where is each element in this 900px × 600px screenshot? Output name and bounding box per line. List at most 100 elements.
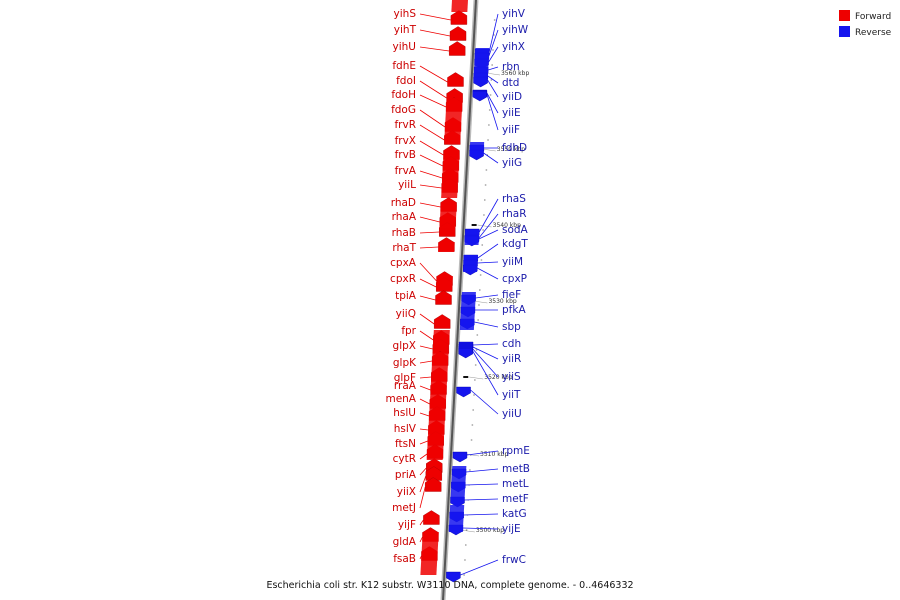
gene-label-forward: yihT <box>394 24 417 36</box>
gene-label-reverse: rhaS <box>502 193 526 205</box>
gene-cluster-reverse <box>464 230 480 245</box>
gene-label-forward: rhaT <box>392 242 416 254</box>
leader-line-forward <box>419 536 423 543</box>
kbp-tick-leader <box>481 148 496 152</box>
leader-line-forward <box>419 154 444 167</box>
leader-line-forward <box>419 475 427 493</box>
gene-label-forward: glpK <box>393 357 417 369</box>
leader-line-reverse <box>487 79 499 98</box>
gene-label-reverse: yiiD <box>502 91 522 103</box>
gene-label-forward: fpr <box>401 325 416 337</box>
legend-label-forward: Forward <box>855 12 891 22</box>
gene-feature-reverse <box>452 451 468 463</box>
leader-line-forward <box>419 486 426 509</box>
gene-label-forward: fsaB <box>393 553 416 565</box>
kbp-tick-leader <box>473 300 488 304</box>
leader-line-reverse <box>488 66 499 71</box>
gene-label-reverse: yiiG <box>502 157 522 169</box>
leader-line-forward <box>419 385 431 391</box>
gene-label-forward: frvR <box>394 119 416 131</box>
leader-line-reverse <box>486 92 499 114</box>
kbp-tick-leader <box>477 224 492 228</box>
kbp-tick-label: 3530 kbp <box>488 298 516 305</box>
leader-line-reverse <box>470 389 499 415</box>
gene-cluster-reverse <box>459 292 476 330</box>
leader-line-forward <box>419 453 428 460</box>
kbp-tick-leader <box>485 72 501 76</box>
gene-label-reverse: sodA <box>502 224 529 236</box>
gene-feature-forward <box>447 72 464 87</box>
gene-label-forward: rhaD <box>391 197 416 209</box>
gene-label-reverse: yiiE <box>502 107 521 119</box>
gene-label-reverse: dtd <box>502 77 519 89</box>
leader-line-forward <box>419 330 434 341</box>
gene-cluster-forward <box>444 98 463 140</box>
leader-line-reverse <box>472 348 499 378</box>
leader-line-reverse <box>462 527 499 530</box>
gene-feature-forward <box>425 466 443 481</box>
leader-line-forward <box>419 184 442 189</box>
leader-line-forward <box>419 412 430 417</box>
gene-label-forward: tpiA <box>395 290 417 302</box>
leader-line-reverse <box>466 468 499 473</box>
gene-label-reverse: rbn <box>502 61 520 73</box>
gene-label-forward: metJ <box>392 502 416 514</box>
gene-cluster-forward <box>441 155 460 198</box>
gene-label-reverse: yiiT <box>502 389 521 401</box>
leader-line-forward <box>419 65 448 83</box>
gene-label-forward: fdoI <box>396 75 416 87</box>
leader-line-forward <box>419 360 433 364</box>
leader-line-reverse <box>460 559 499 576</box>
gene-label-reverse: cpxP <box>502 273 527 285</box>
leader-line-forward <box>419 80 447 99</box>
gene-cluster-reverse <box>473 48 490 82</box>
kbp-tick-label: 3560 kbp <box>501 70 529 77</box>
kbp-tick-label: 3540 kbp <box>493 222 521 229</box>
gene-label-forward: cpxA <box>390 257 417 269</box>
gene-label-forward: cytR <box>393 453 416 465</box>
leader-line-forward <box>419 109 446 128</box>
gene-label-reverse: cdh <box>502 338 521 350</box>
map-caption: Escherichia coli str. K12 substr. W3110 … <box>266 580 633 591</box>
leader-line-forward <box>419 216 440 223</box>
gene-cluster-forward <box>436 276 453 290</box>
gene-label-forward: hslV <box>394 423 417 435</box>
gene-cluster-reverse <box>469 142 485 156</box>
gene-label-reverse: yiiM <box>502 256 523 268</box>
gene-label-forward: yiiX <box>397 486 416 498</box>
gene-cluster-reverse <box>448 505 465 532</box>
gene-feature-reverse <box>456 386 471 398</box>
gene-label-reverse: pfkA <box>502 304 526 316</box>
legend-swatch-reverse <box>839 26 850 37</box>
gene-label-forward: gldA <box>393 536 417 548</box>
leader-line-forward <box>419 295 436 301</box>
gene-cluster-forward <box>433 330 450 345</box>
gene-label-reverse: metL <box>502 478 529 490</box>
leader-line-reverse <box>488 29 499 57</box>
gene-label-forward: cpxR <box>390 273 416 285</box>
leader-line-forward <box>419 313 435 325</box>
gene-label-reverse: rhaR <box>502 208 527 220</box>
axis-line <box>442 0 477 600</box>
leader-line-forward <box>419 202 441 208</box>
gene-label-reverse: yijE <box>502 523 521 535</box>
leader-line-forward <box>419 140 444 156</box>
gene-label-reverse: metF <box>502 493 529 505</box>
gene-label-forward: glpX <box>393 340 416 352</box>
gene-feature-forward <box>449 26 467 41</box>
gene-label-reverse: rpmE <box>502 445 530 457</box>
gene-cluster-reverse <box>450 466 467 500</box>
leader-line-forward <box>419 519 424 526</box>
genome-axis: 3560 kbp 3550 kbp 3540 kbp 3530 kbp 3520 kbp… <box>440 0 529 600</box>
gene-feature-forward <box>423 510 440 525</box>
leader-line-forward <box>419 467 427 476</box>
gene-label-forward: rraA <box>394 380 417 392</box>
gene-cluster-forward <box>439 205 457 228</box>
leader-line-forward <box>419 376 432 379</box>
gene-features <box>420 0 490 583</box>
gene-feature-forward <box>435 290 452 305</box>
legend: Forward Reverse <box>839 10 892 38</box>
gene-label-forward: hslU <box>393 407 416 419</box>
gene-cluster-forward <box>438 242 455 252</box>
gene-label-reverse: fdhD <box>502 142 527 154</box>
